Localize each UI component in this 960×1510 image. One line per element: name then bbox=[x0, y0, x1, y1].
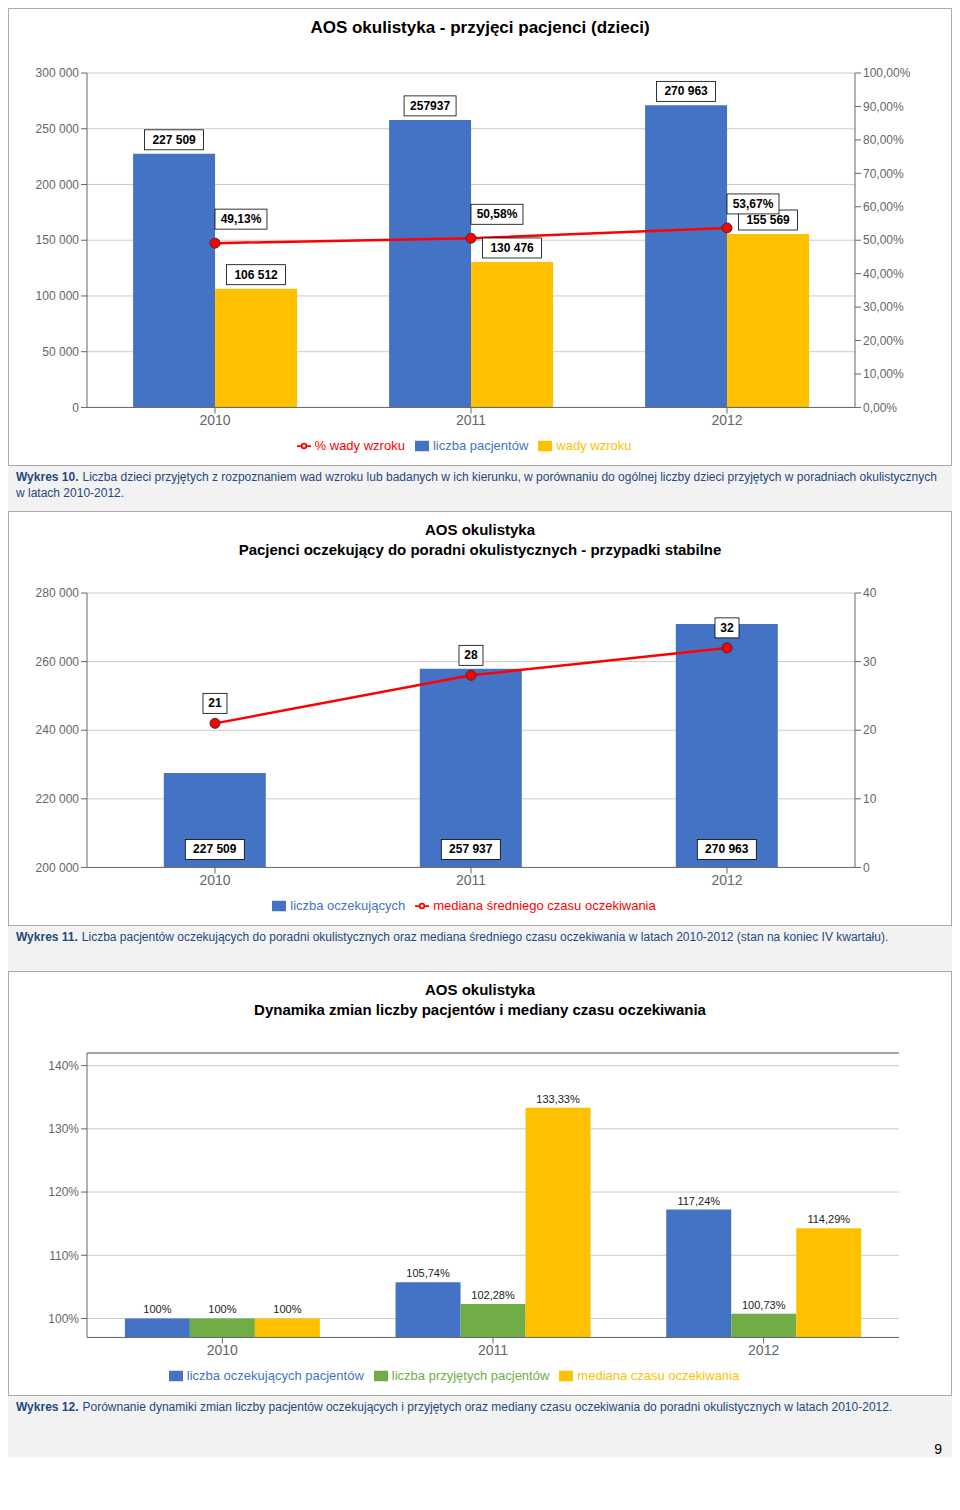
svg-text:257937: 257937 bbox=[410, 99, 450, 113]
html-text:mediana czasu oczekiwania: mediana czasu oczekiwania bbox=[577, 1367, 740, 1383]
html-text:liczba oczekujących pacjentów: liczba oczekujących pacjentów bbox=[186, 1367, 364, 1383]
svg-text:200 000: 200 000 bbox=[36, 861, 80, 875]
html-text:liczba pacjentów: liczba pacjentów bbox=[432, 437, 529, 453]
html-text:% wady wzroku: % wady wzroku bbox=[314, 437, 405, 453]
html-text:Wykres 11. Liczba pacjentów oc: Wykres 11. Liczba pacjentów oczekujących… bbox=[16, 930, 889, 945]
svg-text:2010: 2010 bbox=[199, 412, 230, 428]
svg-text:10: 10 bbox=[863, 792, 877, 806]
html-text:AOS okulistyka - przyjęci pacj: AOS okulistyka - przyjęci pacjenci (dzie… bbox=[310, 18, 650, 37]
html-text:Dynamika zmian liczby pacjentó: Dynamika zmian liczby pacjentów i median… bbox=[254, 1000, 706, 1018]
svg-text:2011: 2011 bbox=[456, 412, 486, 428]
svg-text:21: 21 bbox=[208, 697, 222, 711]
svg-text:50,00%: 50,00% bbox=[863, 234, 904, 248]
svg-text:140%: 140% bbox=[48, 1059, 79, 1073]
html-text:wady wzroku: wady wzroku bbox=[556, 437, 632, 453]
html-text:liczba oczekujących: liczba oczekujących bbox=[290, 897, 406, 913]
svg-text:53,67%: 53,67% bbox=[733, 197, 774, 211]
svg-text:49,13%: 49,13% bbox=[221, 212, 262, 226]
svg-text:300 000: 300 000 bbox=[36, 66, 80, 80]
svg-text:117,24%: 117,24% bbox=[677, 1195, 720, 1207]
svg-text:200 000: 200 000 bbox=[36, 178, 80, 192]
svg-text:227 509: 227 509 bbox=[193, 843, 237, 857]
svg-text:2010: 2010 bbox=[199, 873, 230, 889]
html-text:Wykres 10. Liczba dzieci przyj: Wykres 10. Liczba dzieci przyjętych z ro… bbox=[16, 470, 937, 500]
svg-text:30: 30 bbox=[863, 655, 877, 669]
svg-text:100,73%: 100,73% bbox=[742, 1299, 786, 1311]
svg-text:280 000: 280 000 bbox=[36, 587, 80, 601]
svg-text:100%: 100% bbox=[143, 1304, 171, 1316]
html-text:9: 9 bbox=[934, 1441, 942, 1458]
svg-text:150 000: 150 000 bbox=[36, 234, 80, 248]
html-text:Wykres 12. Porównanie dynamiki: Wykres 12. Porównanie dynamiki zmian lic… bbox=[16, 1400, 893, 1415]
svg-text:100 000: 100 000 bbox=[36, 289, 80, 303]
svg-text:220 000: 220 000 bbox=[36, 792, 80, 806]
svg-text:0: 0 bbox=[863, 861, 870, 875]
svg-text:80,00%: 80,00% bbox=[863, 133, 904, 147]
svg-text:2011: 2011 bbox=[456, 873, 486, 889]
svg-text:155 569: 155 569 bbox=[746, 213, 790, 227]
svg-text:250 000: 250 000 bbox=[36, 122, 80, 136]
svg-text:90,00%: 90,00% bbox=[863, 100, 904, 114]
svg-text:257 937: 257 937 bbox=[449, 843, 493, 857]
svg-text:50 000: 50 000 bbox=[42, 345, 79, 359]
svg-text:2012: 2012 bbox=[711, 412, 742, 428]
svg-text:120%: 120% bbox=[48, 1186, 79, 1200]
svg-text:50,58%: 50,58% bbox=[477, 207, 518, 221]
svg-text:240 000: 240 000 bbox=[36, 724, 80, 738]
html-text:liczba przyjętych pacjentów: liczba przyjętych pacjentów bbox=[391, 1367, 550, 1383]
svg-text:260 000: 260 000 bbox=[36, 655, 80, 669]
svg-text:0,00%: 0,00% bbox=[863, 401, 897, 415]
svg-text:60,00%: 60,00% bbox=[863, 200, 904, 214]
svg-text:100%: 100% bbox=[273, 1304, 301, 1316]
html-text:AOS okulistyka: AOS okulistyka bbox=[425, 521, 535, 539]
svg-text:40,00%: 40,00% bbox=[863, 267, 904, 281]
svg-text:32: 32 bbox=[720, 621, 734, 635]
svg-text:110%: 110% bbox=[49, 1249, 79, 1263]
svg-text:20,00%: 20,00% bbox=[863, 334, 904, 348]
svg-text:100%: 100% bbox=[208, 1304, 236, 1316]
svg-text:100,00%: 100,00% bbox=[863, 66, 911, 80]
html-text:AOS okulistyka: AOS okulistyka bbox=[425, 981, 535, 999]
svg-text:70,00%: 70,00% bbox=[863, 167, 904, 181]
svg-text:30,00%: 30,00% bbox=[863, 300, 904, 314]
svg-text:130%: 130% bbox=[48, 1122, 79, 1136]
svg-text:10,00%: 10,00% bbox=[863, 367, 904, 381]
svg-text:270 963: 270 963 bbox=[664, 84, 708, 98]
svg-text:2012: 2012 bbox=[711, 873, 742, 889]
svg-text:40: 40 bbox=[863, 587, 877, 601]
svg-text:28: 28 bbox=[464, 649, 478, 663]
html-text:Pacjenci oczekujący do poradni: Pacjenci oczekujący do poradni okulistyc… bbox=[238, 540, 722, 558]
svg-text:105,74%: 105,74% bbox=[406, 1267, 450, 1279]
svg-text:106 512: 106 512 bbox=[234, 268, 278, 282]
html-text:mediana średniego czasu oczeki: mediana średniego czasu oczekiwania bbox=[433, 897, 656, 913]
svg-text:20: 20 bbox=[863, 724, 877, 738]
svg-text:0: 0 bbox=[72, 401, 79, 415]
svg-text:2011: 2011 bbox=[478, 1343, 508, 1359]
svg-text:270 963: 270 963 bbox=[705, 843, 749, 857]
svg-text:2012: 2012 bbox=[748, 1343, 779, 1359]
svg-text:130 476: 130 476 bbox=[490, 241, 534, 255]
svg-text:114,29%: 114,29% bbox=[807, 1213, 850, 1225]
svg-text:102,28%: 102,28% bbox=[471, 1289, 515, 1301]
svg-text:227 509: 227 509 bbox=[152, 133, 196, 147]
svg-text:2010: 2010 bbox=[207, 1343, 238, 1359]
svg-text:133,33%: 133,33% bbox=[536, 1093, 580, 1105]
svg-text:100%: 100% bbox=[48, 1312, 79, 1326]
